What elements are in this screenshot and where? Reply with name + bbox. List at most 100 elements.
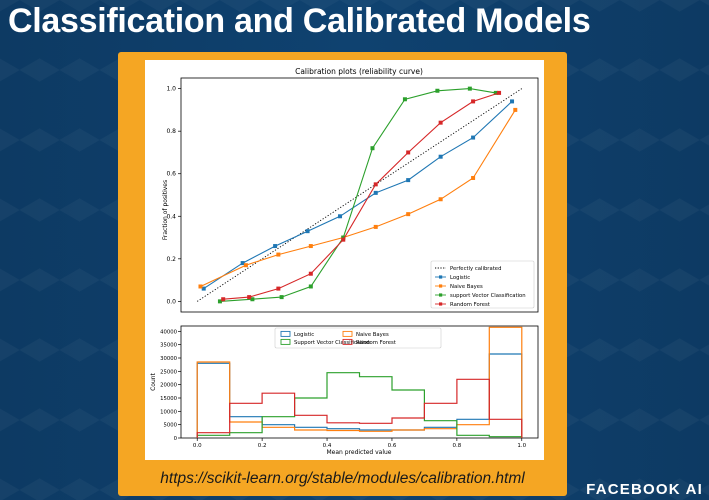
data-point-naive-bayes	[243, 263, 248, 268]
data-point-support-vector-classification	[217, 299, 222, 304]
ytick-label: 0.4	[166, 213, 176, 220]
histogram-ylabel: Count	[150, 372, 157, 390]
calibration-plot-legend: Perfectly calibrated Logistic Naive Bayes s…	[430, 260, 535, 309]
histogram-legend: Logistic Naive Bayes Support Vector Classi…	[274, 327, 442, 349]
xtick-label: 0.8	[452, 443, 461, 449]
legend-marker	[439, 293, 443, 297]
figure-canvas: Calibration plots (reliability curve) Fr…	[150, 67, 539, 456]
legend-swatch-logistic	[280, 330, 291, 337]
ytick-label: 35000	[160, 343, 177, 349]
legend-swatch-random-forest	[342, 338, 353, 345]
legend-label: Random Forest	[356, 340, 396, 346]
calibration-plot-title: Calibration plots (reliability curve)	[295, 67, 423, 76]
xtick-label: 0.2	[258, 443, 267, 449]
data-point-logistic	[438, 154, 443, 159]
calibration-plot-series	[196, 86, 523, 304]
legend-label: Perfectly calibrated	[450, 266, 501, 272]
ytick-label: 0.8	[166, 128, 176, 135]
data-point-logistic	[273, 244, 278, 249]
slide-title: Classification and Calibrated Models	[8, 2, 591, 40]
xtick-label: 0.4	[323, 443, 332, 449]
data-point-logistic	[373, 190, 378, 195]
histogram-step-random-forest	[196, 378, 523, 438]
histogram-step-logistic	[196, 353, 523, 438]
ytick-label: 30000	[160, 356, 177, 362]
legend-marker	[439, 302, 443, 306]
brand-logo: FACEBOOK AI	[586, 481, 703, 498]
series-line-support-vector-classification	[219, 88, 496, 302]
data-point-support-vector-classification	[279, 295, 284, 300]
calibration-figure: Calibration plots (reliability curve) Fr…	[145, 60, 544, 460]
ytick-label: 0.2	[166, 256, 176, 263]
ytick-label: 40000	[160, 329, 177, 335]
data-point-random-forest	[373, 182, 378, 187]
data-point-random-forest	[497, 90, 502, 95]
legend-box	[274, 327, 442, 349]
data-point-logistic	[471, 135, 476, 140]
data-point-random-forest	[341, 237, 346, 242]
data-point-support-vector-classification	[467, 86, 472, 91]
ytick-label: 0.0	[166, 298, 176, 305]
data-point-support-vector-classification	[402, 97, 407, 102]
legend-marker	[439, 284, 443, 288]
data-point-naive-bayes	[276, 252, 281, 257]
data-point-naive-bayes	[406, 212, 411, 217]
data-point-random-forest	[221, 297, 226, 302]
ytick-label: 20000	[160, 383, 177, 389]
calibration-plot-ylabel: Fraction of positives	[162, 180, 169, 240]
legend-label: Support Vector Classification	[294, 340, 370, 346]
legend-swatch-naive-bayes	[342, 330, 353, 337]
ytick-label: 15000	[160, 396, 177, 402]
histogram-plot-frame	[180, 325, 539, 439]
legend-marker	[439, 275, 443, 279]
histogram-xlabel: Mean predicted value	[326, 449, 391, 456]
series-line-random-forest	[223, 92, 500, 300]
xtick-label: 1.0	[517, 443, 526, 449]
data-point-random-forest	[247, 295, 252, 300]
xtick-label: 0.6	[388, 443, 397, 449]
data-point-logistic	[305, 229, 310, 234]
calibration-plot-yticks: 0.0 0.2 0.4 0.6 0.8 1.0	[166, 86, 181, 305]
ytick-label: 0.6	[166, 171, 176, 178]
data-point-naive-bayes	[513, 107, 518, 112]
histogram-ticks: 0 5000 10000 15000 20000 25000 30000 35000 40000…	[160, 329, 527, 449]
data-point-support-vector-classification	[341, 235, 346, 240]
data-point-naive-bayes	[198, 284, 203, 289]
data-point-logistic	[201, 286, 206, 291]
legend-swatch-support-vector-classification	[280, 338, 291, 345]
ytick-label: 1.0	[166, 86, 176, 93]
data-point-support-vector-classification	[370, 146, 375, 151]
legend-label: Logistic	[450, 275, 470, 281]
histogram-plot: Count Mean predicted value 0 5000 10000 150…	[150, 325, 539, 456]
legend-label: Random Forest	[450, 302, 490, 308]
ytick-label: 10000	[160, 409, 177, 415]
calibration-plot-frame	[180, 77, 539, 313]
calibration-plot: Calibration plots (reliability curve) Fr…	[162, 67, 539, 313]
data-point-support-vector-classification	[435, 88, 440, 93]
ytick-label: 25000	[160, 369, 177, 375]
data-point-logistic	[338, 214, 343, 219]
source-url[interactable]: https://scikit-learn.org/stable/modules/…	[160, 470, 525, 487]
data-point-random-forest	[308, 271, 313, 276]
data-point-naive-bayes	[471, 175, 476, 180]
data-point-random-forest	[406, 150, 411, 155]
legend-label: Naive Bayes	[450, 284, 483, 290]
data-point-random-forest	[438, 120, 443, 125]
legend-label: support Vector Classification	[450, 293, 526, 299]
histogram-step-support-vector-classification	[196, 372, 523, 438]
histogram-series	[196, 326, 523, 438]
legend-box	[430, 260, 535, 309]
histogram-step-naive-bayes	[196, 326, 523, 438]
series-line-logistic	[203, 100, 513, 290]
data-point-naive-bayes	[308, 244, 313, 249]
ytick-label: 5000	[164, 423, 178, 429]
data-point-naive-bayes	[438, 197, 443, 202]
data-point-logistic	[406, 178, 411, 183]
xtick-label: 0.0	[193, 443, 202, 449]
legend-label: Logistic	[294, 332, 314, 338]
data-point-support-vector-classification	[308, 284, 313, 289]
ytick-label: 0	[174, 436, 178, 442]
data-point-random-forest	[471, 99, 476, 104]
data-point-logistic	[240, 261, 245, 266]
legend-label: Naive Bayes	[356, 332, 389, 338]
